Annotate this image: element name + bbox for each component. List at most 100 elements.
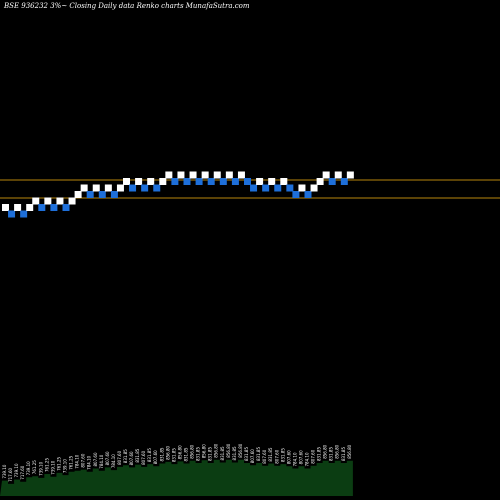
volume-labels: 739.10 717.60 739.10 717.60 739.10 761.25 739.… [2,443,352,482]
renko-brick-down [50,204,58,211]
renko-brick-down [328,178,336,185]
renko-brick-up [237,171,245,179]
renko-brick-up [201,171,209,179]
renko-brick-down [274,184,282,192]
volume-label: 807.60 [262,449,267,463]
volume-label: 807.60 [274,449,279,463]
volume-label: 739.10 [2,464,7,478]
volume-label: 831.85 [147,448,152,462]
renko-brick-down [219,178,227,185]
renko-brick-up [316,178,324,185]
volume-label: 831.85 [159,447,164,461]
volume-label: 761.25 [56,456,61,470]
chart-title: BSE 936232 3%~ Closing Daily data Renko … [4,2,250,10]
renko-brick-up [147,178,155,185]
renko-brick-up [280,178,288,185]
renko-brick-up [346,171,354,179]
renko-brick-down [250,184,258,192]
renko-brick-up [268,178,276,185]
volume-label: 739.10 [14,463,19,477]
volume-label: 761.25 [69,455,74,469]
volume-label: 856.80 [190,444,195,458]
renko-brick-up [165,171,173,179]
renko-brick-down [244,178,251,185]
volume-label: 856.80 [347,444,352,458]
renko-brick-up [92,184,100,192]
renko-brick-up [225,171,233,179]
renko-brick-up [116,184,124,192]
volume-label: 807.60 [93,452,98,466]
volume-label: 831.85 [123,449,128,463]
volume-label: 717.60 [8,467,13,481]
volume-fill [0,459,353,496]
volume-label: 784.10 [75,454,80,468]
renko-bricks [2,171,354,218]
renko-brick-down [38,204,46,211]
volume-label: 856.80 [323,444,328,458]
volume-label: 831.85 [220,446,225,460]
renko-brick-up [135,178,143,185]
renko-brick-down [231,178,239,185]
renko-brick-down [262,184,270,192]
volume-label: 807.60 [250,449,255,463]
volume-label: 739.10 [50,460,55,474]
volume-label: 831.85 [208,447,213,461]
volume-label: 807.60 [141,450,146,464]
renko-brick-down [304,191,312,198]
volume-label: 831.85 [256,447,261,461]
volume-area [0,459,353,496]
renko-brick-down [20,210,28,218]
renko-brick-up [189,171,197,179]
renko-brick-down [62,204,70,211]
renko-brick-up [14,204,22,211]
volume-label: 739.10 [63,459,68,473]
volume-label: 807.60 [311,449,316,463]
volume-label: 831.85 [135,448,140,462]
volume-label: 856.80 [165,445,170,459]
renko-brick-down [195,178,203,185]
volume-label: 831.85 [196,447,201,461]
renko-brick-down [8,210,16,218]
volume-label: 807.60 [105,451,110,465]
volume-label: 831.85 [317,447,322,461]
volume-label: 831.85 [184,447,189,461]
volume-label: 784.10 [292,452,297,466]
volume-label: 831.85 [280,448,285,462]
renko-brick-up [44,197,52,205]
volume-label: 807.60 [129,451,134,465]
volume-label: 831.85 [329,447,334,461]
renko-brick-up [322,171,330,179]
renko-brick-down [340,178,348,185]
volume-label: 761.25 [44,458,49,472]
volume-label: 831.85 [244,447,249,461]
renko-brick-down [286,184,294,192]
renko-brick-up [74,191,82,198]
renko-brick-up [334,171,342,179]
renko-brick-up [213,171,221,179]
volume-label: 784.10 [87,455,92,469]
volume-label: 784.10 [111,454,116,468]
renko-brick-up [104,184,112,192]
renko-brick-up [177,171,185,179]
volume-label: 784.10 [305,452,310,466]
renko-brick-up [123,178,130,185]
renko-brick-up [310,184,318,192]
renko-brick-down [86,191,94,198]
renko-brick-down [110,191,118,198]
renko-brick-down [98,191,106,198]
volume-label: 831.85 [171,448,176,462]
renko-brick-up [159,178,167,185]
renko-brick-up [68,197,76,205]
renko-brick-down [292,191,300,198]
volume-label: 831.85 [268,447,273,461]
renko-brick-up [80,184,88,192]
volume-label: 717.60 [20,465,25,479]
renko-brick-up [32,197,40,205]
volume-label: 856.80 [214,443,219,457]
renko-brick-down [129,184,137,192]
volume-label: 856.80 [177,445,182,459]
volume-label: 856.80 [226,443,231,457]
renko-brick-down [183,178,191,185]
volume-label: 739.10 [38,461,43,475]
volume-label: 856.80 [238,443,243,457]
